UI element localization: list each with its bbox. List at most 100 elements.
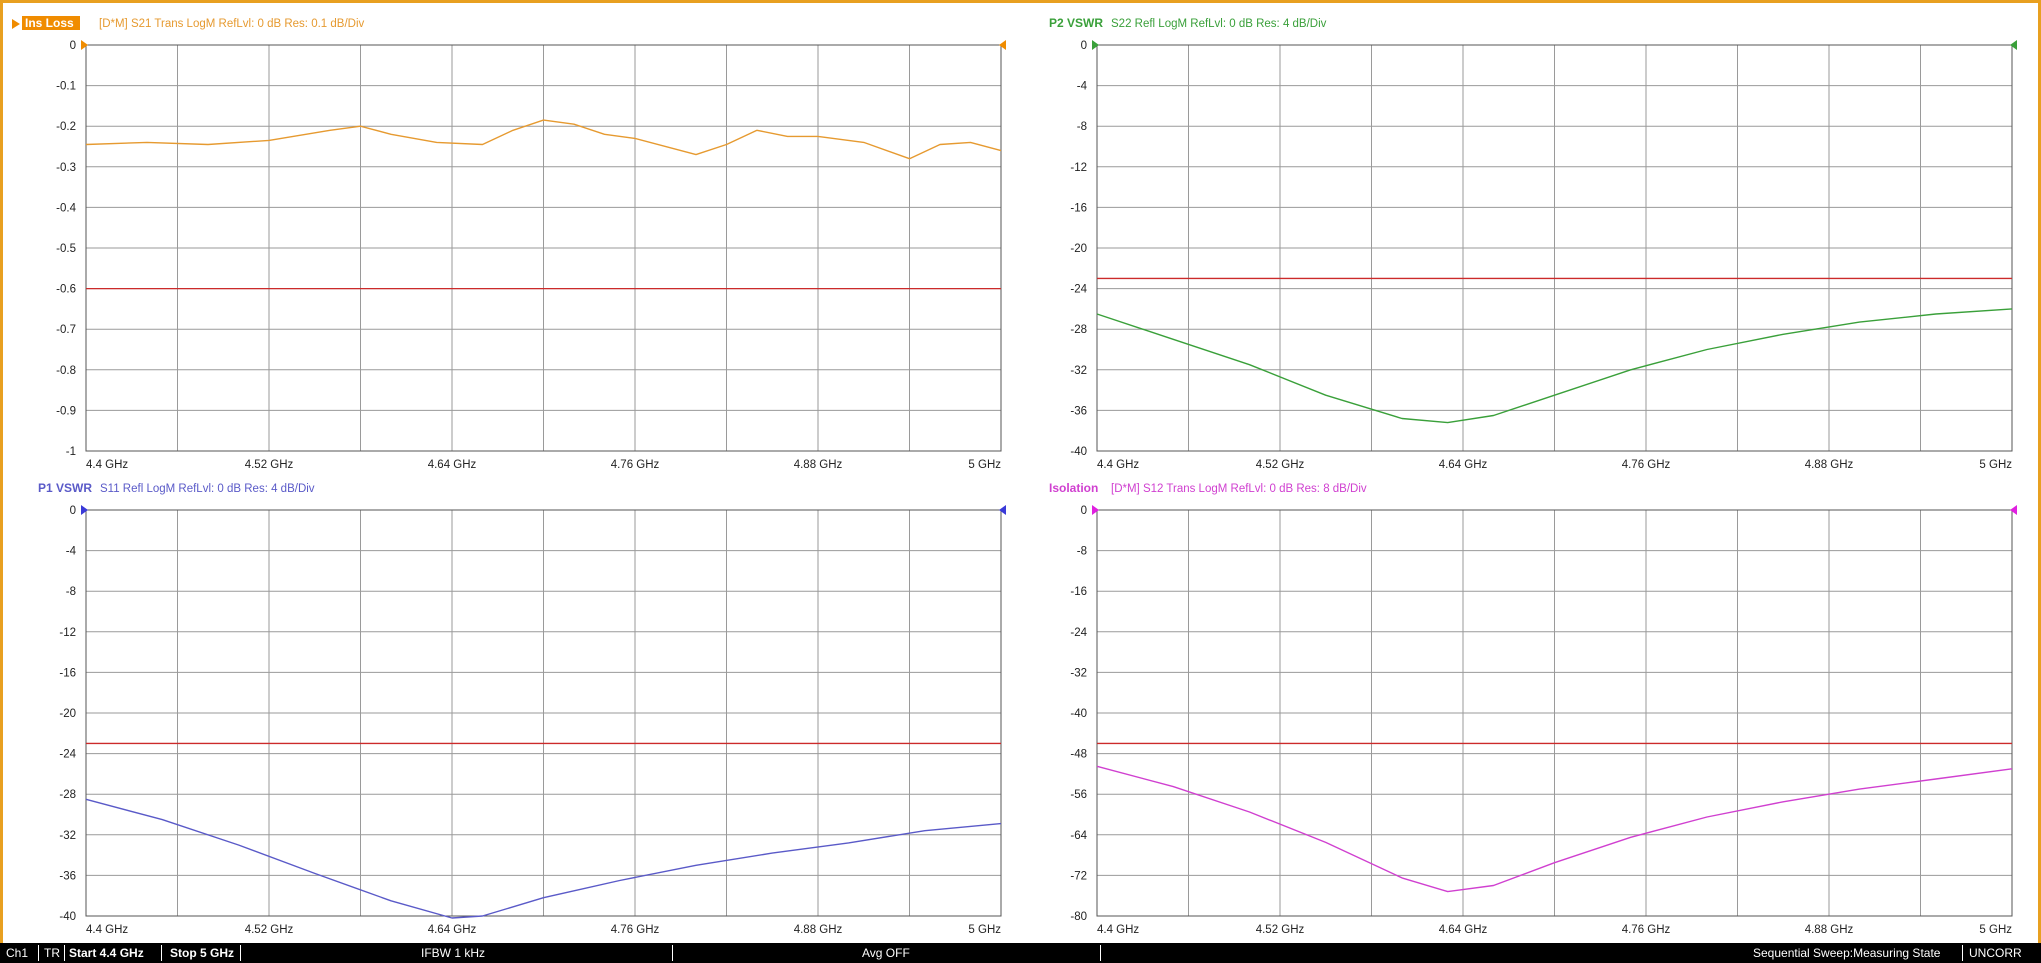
trace-line-ins-loss[interactable] [85, 119, 1002, 160]
trace-label[interactable]: P1 VSWR [38, 481, 92, 495]
x-tick-label: 4.4 GHz [86, 924, 128, 936]
sweep-state: Sequential Sweep:Measuring State [1753, 946, 1941, 960]
y-tick-label: -56 [1070, 789, 1087, 801]
y-tick-label: -0.2 [56, 121, 76, 133]
chart-p1-vswr[interactable]: P1 VSWR S11 Refl LogM RefLvl: 0 dB Res: 4… [38, 481, 1006, 936]
x-tick-label: 4.4 GHz [1097, 924, 1139, 936]
trace-label[interactable]: Ins Loss [25, 16, 74, 30]
y-tick-label: -0.7 [56, 324, 76, 336]
reference-level-right-icon[interactable] [999, 40, 1006, 50]
reference-level-left-icon[interactable] [1092, 505, 1099, 515]
y-tick-label: -4 [66, 546, 77, 558]
y-tick-label: -24 [1070, 627, 1087, 639]
y-tick-label: -20 [59, 708, 76, 720]
plot-border [85, 509, 1002, 917]
trace-line-p1-vswr[interactable] [85, 798, 1002, 919]
chart-ins-loss[interactable]: Ins Loss [D*M] S21 Trans LogM RefLvl: 0 d… [12, 16, 1006, 471]
plot-border [1096, 44, 2013, 452]
y-tick-label: -16 [1070, 586, 1087, 598]
y-tick-label: -8 [1077, 546, 1087, 558]
x-tick-label: 4.88 GHz [1805, 924, 1854, 936]
x-tick-label: 4.88 GHz [794, 459, 843, 471]
active-trace-marker-icon [12, 19, 20, 29]
plot-border [85, 44, 1002, 452]
plot-border [1096, 509, 2013, 917]
y-tick-label: 0 [1081, 505, 1087, 517]
x-tick-label: 4.52 GHz [1256, 459, 1305, 471]
y-tick-label: -0.5 [56, 243, 76, 255]
reference-level-left-icon[interactable] [81, 505, 88, 515]
x-tick-label: 4.52 GHz [245, 924, 294, 936]
y-tick-label: -28 [59, 789, 76, 801]
channel-indicator[interactable]: Ch1 [6, 946, 29, 960]
x-tick-label: 4.76 GHz [1622, 459, 1671, 471]
y-tick-label: -36 [59, 870, 76, 882]
y-tick-label: -4 [1077, 81, 1088, 93]
trace-label[interactable]: Isolation [1049, 481, 1098, 495]
trace-line-isolation[interactable] [1096, 765, 2013, 893]
x-tick-label: 4.52 GHz [245, 459, 294, 471]
y-tick-label: 0 [70, 40, 76, 52]
x-tick-label: 4.76 GHz [611, 924, 660, 936]
start-frequency[interactable]: Start 4.4 GHz [69, 946, 144, 960]
x-tick-label: 4.64 GHz [428, 459, 477, 471]
status-bar: Ch1 TR Start 4.4 GHz Stop 5 GHz IFBW 1 k… [0, 943, 2041, 963]
trace-description: [D*M] S21 Trans LogM RefLvl: 0 dB Res: 0… [99, 18, 365, 30]
x-tick-label: 5 GHz [1979, 924, 2012, 936]
trace-description: S11 Refl LogM RefLvl: 0 dB Res: 4 dB/Div [100, 483, 315, 495]
chart-p2-vswr[interactable]: P2 VSWR S22 Refl LogM RefLvl: 0 dB Res: 4… [1049, 16, 2017, 471]
y-tick-label: -0.6 [56, 284, 76, 296]
x-tick-label: 4.64 GHz [1439, 924, 1488, 936]
y-tick-label: -16 [1070, 202, 1087, 214]
x-tick-label: 4.4 GHz [1097, 459, 1139, 471]
y-tick-label: -36 [1070, 405, 1087, 417]
trace-line-p2-vswr[interactable] [1096, 308, 2013, 424]
x-tick-label: 4.64 GHz [1439, 459, 1488, 471]
trace-description: S22 Refl LogM RefLvl: 0 dB Res: 4 dB/Div [1111, 18, 1327, 30]
reference-level-right-icon[interactable] [999, 505, 1006, 515]
reference-level-right-icon[interactable] [2010, 40, 2017, 50]
y-tick-label: -12 [1070, 162, 1087, 174]
y-tick-label: -1 [66, 446, 76, 458]
x-tick-label: 4.4 GHz [86, 459, 128, 471]
reference-level-left-icon[interactable] [1092, 40, 1099, 50]
y-tick-label: -40 [59, 911, 76, 923]
chart-isolation[interactable]: Isolation [D*M] S12 Trans LogM RefLvl: 0 … [1049, 481, 2017, 936]
label-box [22, 16, 80, 30]
y-tick-label: -24 [1070, 284, 1087, 296]
y-tick-label: -64 [1070, 830, 1087, 842]
y-tick-label: -8 [1077, 121, 1087, 133]
y-tick-label: 0 [70, 505, 76, 517]
x-tick-label: 4.88 GHz [794, 924, 843, 936]
y-tick-label: -80 [1070, 911, 1087, 923]
averaging-setting[interactable]: Avg OFF [862, 946, 910, 960]
y-tick-label: -0.3 [56, 162, 76, 174]
y-tick-label: -32 [1070, 667, 1087, 679]
x-tick-label: 5 GHz [1979, 459, 2012, 471]
y-tick-label: -0.1 [56, 81, 76, 93]
reference-level-right-icon[interactable] [2010, 505, 2017, 515]
y-tick-label: -28 [1070, 324, 1087, 336]
x-tick-label: 4.76 GHz [611, 459, 660, 471]
calibration-state[interactable]: UNCORR [1969, 946, 2022, 960]
x-tick-label: 5 GHz [968, 459, 1001, 471]
y-tick-label: -8 [66, 586, 76, 598]
y-tick-label: -40 [1070, 708, 1087, 720]
ifbw-setting[interactable]: IFBW 1 kHz [421, 946, 486, 960]
y-tick-label: -32 [59, 830, 76, 842]
trace-mode[interactable]: TR [44, 946, 60, 960]
y-tick-label: -20 [1070, 243, 1087, 255]
y-tick-label: -40 [1070, 446, 1087, 458]
y-tick-label: -0.8 [56, 365, 76, 377]
y-tick-label: -12 [59, 627, 76, 639]
y-tick-label: -0.9 [56, 405, 76, 417]
trace-label[interactable]: P2 VSWR [1049, 16, 1103, 30]
reference-level-left-icon[interactable] [81, 40, 88, 50]
y-tick-label: 0 [1081, 40, 1087, 52]
trace-description: [D*M] S12 Trans LogM RefLvl: 0 dB Res: 8… [1111, 483, 1367, 495]
y-tick-label: -24 [59, 749, 76, 761]
x-tick-label: 4.88 GHz [1805, 459, 1854, 471]
stop-frequency[interactable]: Stop 5 GHz [170, 946, 235, 960]
y-tick-label: -72 [1070, 870, 1087, 882]
analyzer-window [0, 0, 2041, 943]
